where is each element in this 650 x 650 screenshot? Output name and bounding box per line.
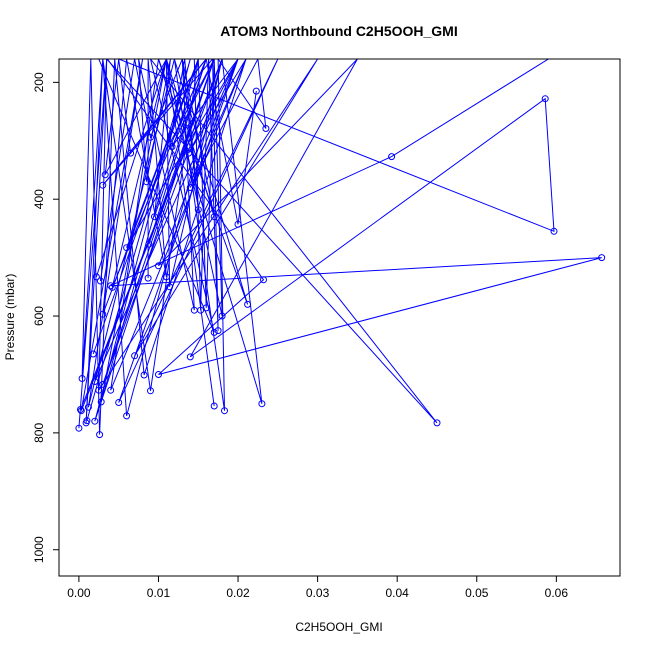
data-point [214, 327, 222, 335]
x-axis-label: C2H5OOH_GMI [295, 620, 382, 634]
data-point [262, 125, 270, 132]
x-axis: 0.00 0.01 0.02 0.03 0.04 0.05 0.06 [67, 576, 568, 600]
data-point [77, 406, 84, 413]
data-point [388, 153, 396, 161]
x-tick-label: 0.04 [386, 586, 410, 600]
data-point [143, 178, 150, 186]
data-point [244, 300, 252, 308]
data-point [252, 87, 260, 95]
series-line-5 [95, 59, 267, 411]
data-point [234, 220, 242, 228]
data-point [166, 140, 174, 148]
y-axis: 200 400 600 800 1000 [32, 72, 59, 563]
data-point [210, 402, 218, 410]
plot-frame [58, 58, 621, 577]
data-point [144, 274, 152, 282]
data-point [218, 312, 226, 320]
data-point [541, 95, 549, 103]
data-point [151, 213, 158, 221]
data-point [107, 386, 115, 394]
y-tick-label: 600 [32, 306, 46, 326]
data-point [99, 310, 107, 318]
x-tick-label: 0.05 [465, 586, 489, 600]
data-point [131, 352, 139, 360]
data-point [197, 306, 205, 314]
y-tick-label: 1000 [32, 536, 46, 563]
data-point [155, 262, 162, 270]
data-point [99, 380, 107, 388]
data-point [194, 206, 202, 214]
data-point [147, 133, 154, 141]
data-point [91, 417, 99, 425]
data-point [147, 387, 154, 395]
data-point [433, 419, 441, 427]
y-tick-label: 400 [32, 189, 46, 209]
data-series-group [75, 59, 606, 439]
data-point [260, 276, 267, 284]
data-point [166, 283, 174, 291]
data-point [186, 353, 194, 361]
data-point [89, 350, 97, 358]
x-tick-label: 0.06 [545, 586, 569, 600]
data-point [210, 213, 218, 221]
data-point [97, 398, 105, 406]
data-point [96, 431, 104, 439]
data-point [550, 227, 558, 235]
data-point [155, 371, 162, 378]
data-point [108, 283, 116, 291]
x-tick-label: 0.01 [147, 586, 171, 600]
data-point [96, 277, 104, 285]
x-tick-label: 0.03 [306, 586, 330, 600]
data-point [258, 400, 266, 408]
data-point [140, 371, 148, 379]
data-point [145, 240, 153, 248]
y-tick-label: 200 [32, 72, 46, 92]
plot-area [75, 59, 606, 439]
series-line-3 [92, 59, 602, 375]
series-line-6 [99, 59, 219, 331]
data-point [77, 407, 85, 415]
data-point [84, 403, 92, 411]
x-tick-label: 0.00 [67, 586, 91, 600]
x-tick-label: 0.02 [226, 586, 250, 600]
y-axis-label: Pressure (mbar) [3, 274, 17, 361]
data-point [598, 254, 606, 262]
data-point [101, 171, 109, 179]
data-point [75, 424, 83, 432]
series-line-4 [102, 59, 257, 317]
data-point [99, 181, 107, 189]
y-tick-label: 800 [32, 423, 46, 443]
data-point [78, 375, 86, 382]
series-line-1 [78, 59, 263, 435]
data-point [221, 407, 228, 415]
series-line-7 [86, 59, 223, 422]
data-point [123, 412, 131, 420]
data-point [127, 149, 135, 157]
data-point [186, 184, 194, 191]
data-point [92, 273, 100, 281]
chart-title: ATOM3 Northbound C2H5OOH_GMI [220, 23, 457, 39]
data-point [115, 399, 123, 406]
data-point [83, 417, 91, 425]
